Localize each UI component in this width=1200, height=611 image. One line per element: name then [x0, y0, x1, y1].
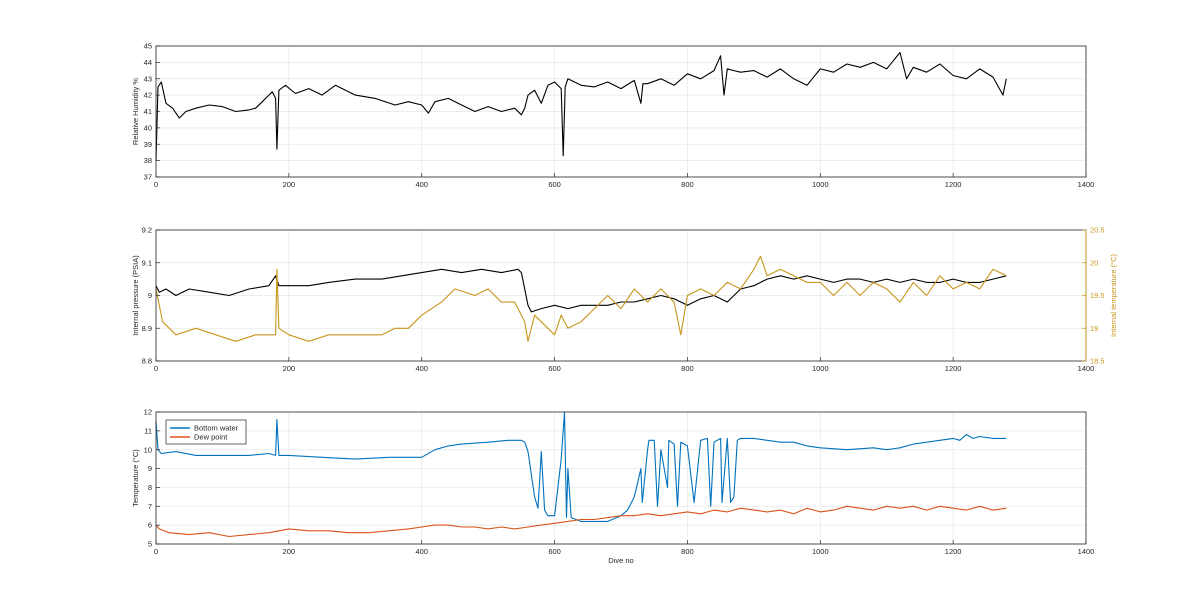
- x-tick-label: 1400: [1078, 364, 1095, 373]
- x-tick-label: 0: [154, 364, 158, 373]
- x-tick-label: 1400: [1078, 180, 1095, 189]
- water-temperature-axes: 0 200 400 600 800 1000 1200 1400 5 6 7 8 9 10 11 12 Temp…: [131, 408, 1094, 556]
- x-tick-label: 1000: [812, 180, 829, 189]
- y-axis-label: Internal pressure (PSIA): [131, 255, 140, 336]
- x-tick-label: 600: [548, 547, 561, 556]
- x-tick-label: 400: [415, 364, 428, 373]
- x-tick-label: 200: [283, 547, 296, 556]
- legend-label: Dew point: [194, 433, 228, 442]
- x-tick-label: 600: [548, 180, 561, 189]
- y-tick-label: 9.2: [142, 226, 152, 235]
- humidity-axes: 0 200 400 600 800 1000 1200 1400 37 38 39 40 41 42 43 4…: [131, 42, 1094, 189]
- y2-tick-label: 20: [1090, 258, 1098, 267]
- x-tick-label: 1000: [812, 547, 829, 556]
- x-tick-label: 800: [681, 180, 694, 189]
- y-tick-label: 37: [144, 173, 152, 182]
- y-tick-label: 12: [144, 408, 152, 417]
- legend-box: [165, 419, 247, 445]
- y-tick-label: 8: [148, 483, 152, 492]
- y-tick-label: 11: [144, 426, 152, 435]
- y-tick-label: 7: [148, 502, 152, 511]
- series-line-1-0: [155, 268, 1007, 313]
- x-tick-label: 800: [681, 364, 694, 373]
- x-tick-label: 400: [415, 547, 428, 556]
- y-tick-label: 41: [144, 107, 152, 116]
- x-tick-label: 0: [154, 547, 158, 556]
- x-tick-label: 0: [154, 180, 158, 189]
- pressure-temperature-axes: 0 200 400 600 800 1000 1200 1400 8.8 8.9 9 9.1 9.2 In…: [131, 226, 1118, 373]
- y-tick-label: 6: [148, 521, 152, 530]
- x-tick-label: 600: [548, 364, 561, 373]
- y-axis-label: Relative Humidity %: [131, 78, 140, 145]
- y-tick-label: 8.9: [142, 324, 152, 333]
- axes-frame: [155, 411, 1087, 545]
- y-tick-label: 9: [148, 464, 152, 473]
- y-tick-label: 43: [144, 74, 152, 83]
- y-axis-label: Temperature (°C): [131, 449, 140, 507]
- y-tick-label: 42: [144, 91, 152, 100]
- y2-axis-label: Internal temperature (°C): [1109, 253, 1118, 337]
- y-tick-label: 39: [144, 140, 152, 149]
- x-tick-label: 1200: [945, 180, 962, 189]
- y-tick-label: 44: [144, 58, 152, 67]
- x-tick-label: 200: [283, 180, 296, 189]
- y-tick-label: 8.8: [142, 357, 152, 366]
- series-line-1-1: [155, 255, 1007, 342]
- y-tick-label: 45: [144, 42, 152, 51]
- y-tick-label: 9.1: [142, 258, 152, 267]
- y2-tick-label: 19.5: [1090, 291, 1105, 300]
- grid: [155, 229, 1087, 362]
- y-tick-label: 5: [148, 540, 152, 549]
- x-tick-label: 200: [283, 364, 296, 373]
- x-axis-label: Dive no: [608, 556, 633, 565]
- grid: [155, 45, 1087, 178]
- y-tick-label: 9: [148, 291, 152, 300]
- y2-tick-label: 19: [1090, 324, 1098, 333]
- x-tick-label: 1200: [945, 364, 962, 373]
- x-tick-label: 1000: [812, 364, 829, 373]
- x-tick-label: 400: [415, 180, 428, 189]
- series-line-0-0: [155, 51, 1007, 161]
- x-tick-label: 1400: [1078, 547, 1095, 556]
- legend-label: Bottom water: [194, 424, 239, 433]
- x-tick-label: 800: [681, 547, 694, 556]
- series-line-2-1: [155, 505, 1007, 538]
- y2-tick-label: 20.5: [1090, 226, 1105, 235]
- y-tick-label: 40: [144, 123, 152, 132]
- x-tick-label: 1200: [945, 547, 962, 556]
- grid: [155, 411, 1087, 545]
- y2-tick-label: 18.5: [1090, 357, 1105, 366]
- y-tick-label: 38: [144, 156, 152, 165]
- series-line-2-0: [155, 411, 1007, 522]
- y-tick-label: 10: [144, 445, 152, 454]
